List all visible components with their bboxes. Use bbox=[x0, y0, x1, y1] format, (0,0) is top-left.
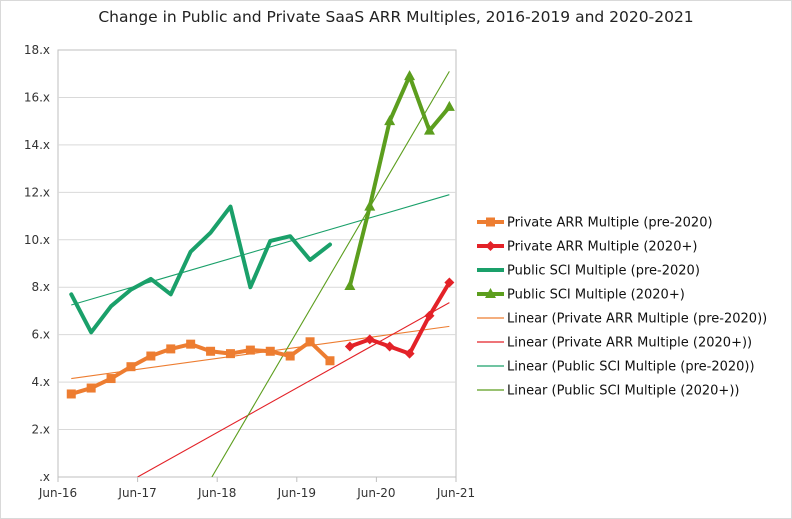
gridlines bbox=[58, 96, 456, 431]
data-point bbox=[285, 351, 295, 361]
series-line bbox=[69, 204, 332, 335]
legend-label: Linear (Public SCI Multiple (pre-2020)) bbox=[507, 360, 755, 375]
legend-marker bbox=[486, 217, 495, 227]
data-point bbox=[444, 277, 455, 288]
data-point bbox=[423, 124, 435, 135]
data-point bbox=[344, 341, 355, 352]
chart-title: Change in Public and Private SaaS ARR Mu… bbox=[98, 8, 694, 26]
data-point bbox=[443, 100, 455, 111]
legend-item: Private ARR Multiple (pre-2020) bbox=[477, 216, 713, 231]
data-point bbox=[166, 344, 176, 354]
data-point bbox=[404, 348, 415, 359]
data-point bbox=[225, 349, 235, 359]
legend-item: Linear (Private ARR Multiple (pre-2020)) bbox=[477, 312, 767, 327]
legend-label: Linear (Public SCI Multiple (2020+)) bbox=[507, 384, 739, 399]
data-point bbox=[344, 280, 356, 291]
legend-label: Public SCI Multiple (2020+) bbox=[507, 288, 685, 303]
x-tick-label: Jun-17 bbox=[117, 486, 156, 500]
trendline bbox=[137, 302, 450, 477]
trendline bbox=[211, 71, 450, 477]
x-tick-label: Jun-21 bbox=[436, 486, 475, 500]
legend-marker bbox=[485, 241, 496, 251]
data-point bbox=[146, 351, 156, 361]
y-tick-label: 16.x bbox=[24, 90, 50, 104]
legend-label: Linear (Private ARR Multiple (2020+)) bbox=[507, 336, 752, 351]
legend-item: Public SCI Multiple (2020+) bbox=[477, 288, 685, 303]
data-point bbox=[325, 356, 335, 366]
y-tick-label: 2.x bbox=[31, 423, 50, 437]
data-point bbox=[384, 115, 396, 126]
x-tick-label: Jun-18 bbox=[197, 486, 236, 500]
y-tick-label: 4.x bbox=[31, 375, 50, 389]
legend-item: Linear (Private ARR Multiple (2020+)) bbox=[477, 336, 752, 351]
data-point bbox=[206, 346, 216, 356]
legend-label: Private ARR Multiple (pre-2020) bbox=[507, 216, 713, 231]
y-axis: .x 2.x 4.x 6.x 8.x 10.x 12.x 14.x 16.x 18.x bbox=[24, 43, 50, 484]
data-point bbox=[86, 383, 96, 393]
data-point bbox=[245, 345, 255, 355]
y-tick-label: 12.x bbox=[24, 185, 50, 199]
data-point bbox=[106, 374, 116, 384]
x-tick-label: Jun-19 bbox=[277, 486, 316, 500]
x-axis: Jun-16 Jun-17 Jun-18 Jun-19 Jun-20 Jun-21 bbox=[38, 477, 475, 500]
legend-item: Public SCI Multiple (pre-2020) bbox=[477, 264, 700, 279]
legend: Private ARR Multiple (pre-2020) Private A… bbox=[477, 216, 767, 399]
y-tick-label: .x bbox=[39, 470, 50, 484]
series-line bbox=[347, 74, 452, 289]
data-point bbox=[186, 339, 196, 349]
x-tick-label: Jun-16 bbox=[38, 486, 77, 500]
data-point bbox=[404, 70, 416, 81]
legend-item: Linear (Public SCI Multiple (pre-2020)) bbox=[477, 360, 755, 375]
legend-label: Linear (Private ARR Multiple (pre-2020)) bbox=[507, 312, 767, 327]
legend-item: Linear (Public SCI Multiple (2020+)) bbox=[477, 384, 739, 399]
data-point bbox=[66, 389, 76, 399]
legend-marker bbox=[485, 288, 496, 298]
y-tick-label: 8.x bbox=[31, 280, 50, 294]
plot-area bbox=[57, 49, 457, 478]
data-point bbox=[305, 337, 315, 347]
data-point bbox=[126, 362, 136, 372]
legend-label: Public SCI Multiple (pre-2020) bbox=[507, 264, 700, 279]
y-tick-label: 10.x bbox=[24, 233, 50, 247]
legend-label: Private ARR Multiple (2020+) bbox=[507, 240, 697, 255]
series bbox=[66, 70, 455, 399]
data-point bbox=[265, 346, 275, 356]
data-point bbox=[364, 334, 375, 345]
data-point bbox=[364, 200, 376, 211]
y-tick-label: 14.x bbox=[24, 138, 50, 152]
y-tick-label: 18.x bbox=[24, 43, 50, 57]
legend-item: Private ARR Multiple (2020+) bbox=[477, 240, 697, 255]
data-point bbox=[384, 341, 395, 352]
data-point bbox=[424, 310, 435, 321]
y-tick-label: 6.x bbox=[31, 328, 50, 342]
x-tick-label: Jun-20 bbox=[356, 486, 395, 500]
